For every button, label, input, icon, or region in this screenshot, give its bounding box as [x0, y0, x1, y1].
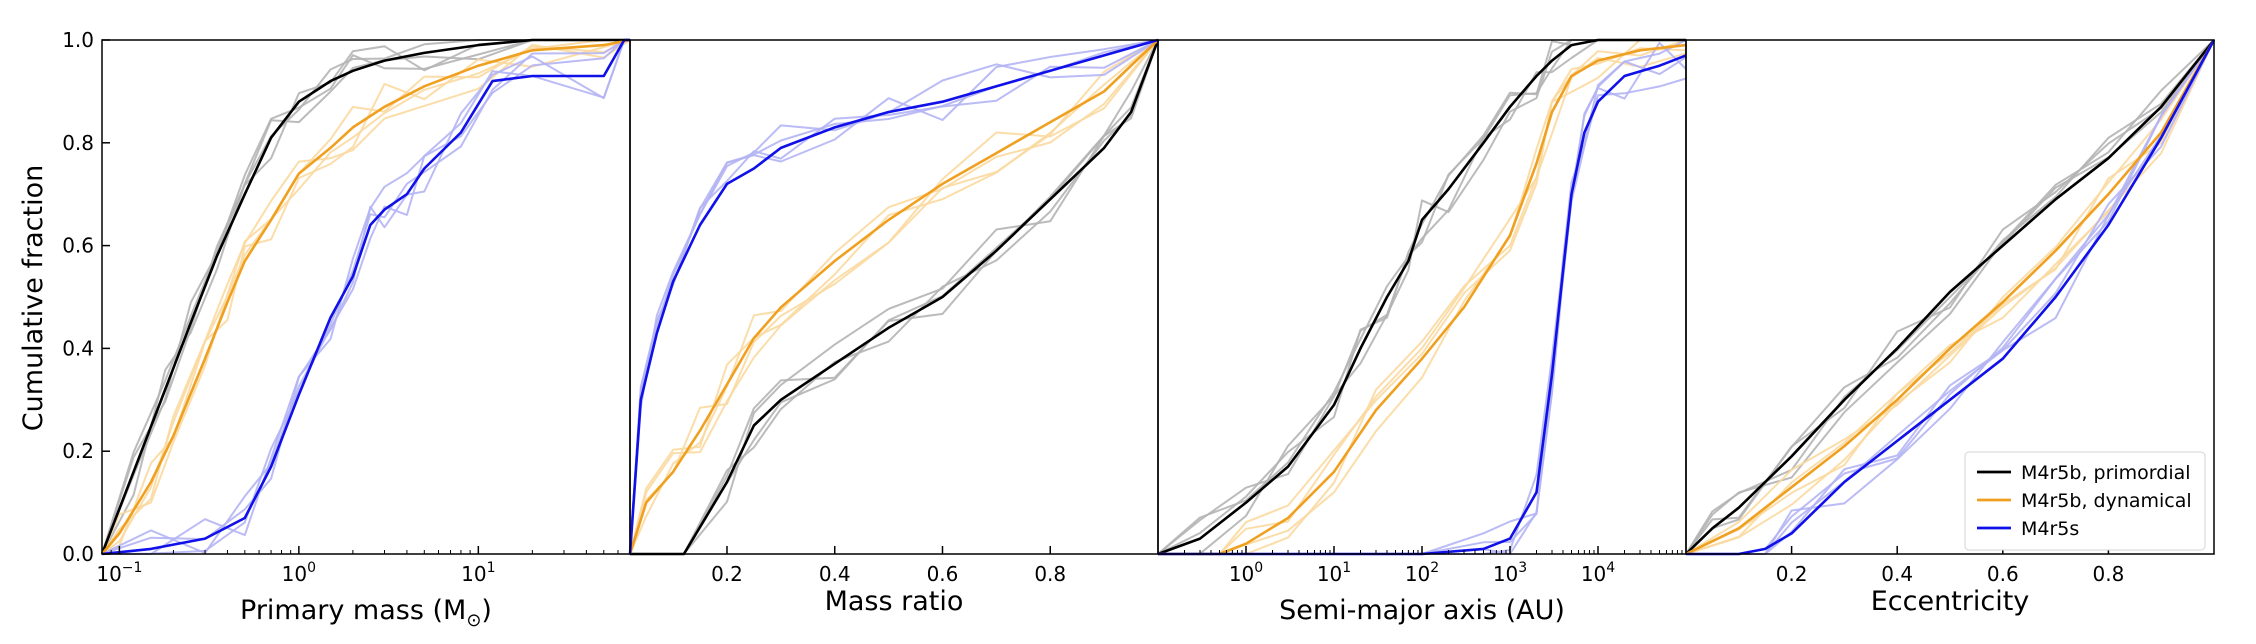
series-dynamical-line — [1158, 43, 1687, 556]
panel-2-ticks: 100 101 102 103 104 — [1183, 546, 1683, 586]
series-primordial-realization-line — [101, 39, 630, 555]
legend-label-primordial: M4r5b, primordial — [2021, 462, 2191, 484]
x-tick-label: 101 — [1317, 560, 1351, 586]
series-primordial-realization-line — [630, 39, 1159, 555]
panel-mass-ratio: 0.2 0.4 0.6 0.8 Mass ratio — [628, 38, 1160, 617]
panel-2-frame — [1157, 39, 1687, 555]
series-m4r5s-line — [628, 38, 1159, 555]
x-tick-label: 10−1 — [96, 560, 142, 586]
panel-eccentricity: 0.2 0.4 0.6 0.8 Eccentricity — [1685, 39, 2216, 617]
series-m4r5s-line — [1686, 39, 2216, 556]
series-m4r5s-realization-line — [1158, 77, 1687, 555]
x-tick-label: 0.6 — [927, 562, 959, 586]
panel-3-ticks: 0.2 0.4 0.6 0.8 — [1776, 546, 2124, 586]
series-primordial-realization-line — [101, 39, 630, 555]
series-m4r5s-realization-line — [1158, 39, 1687, 555]
panel-1-series — [628, 38, 1160, 556]
series-m4r5s-realization-line — [101, 39, 630, 555]
panel-primary-mass: 10−1 100 101 Primary mass (M⊙) — [96, 38, 631, 631]
series-m4r5s-realization-line — [1158, 56, 1687, 555]
series-primordial-realization-line — [101, 39, 630, 555]
x-tick-label: 0.8 — [1034, 562, 1066, 586]
x-tick-label: 0.2 — [1776, 562, 1808, 586]
series-primordial-realization-line — [101, 39, 630, 555]
legend: M4r5b, primordial M4r5b, dynamical M4r5s — [1964, 451, 2206, 551]
panel-0-frame — [101, 39, 631, 555]
series-primordial-line — [1685, 39, 2216, 555]
series-dynamical-realization-line — [1158, 52, 1687, 555]
series-m4r5s-realization-line — [629, 39, 1159, 555]
series-primordial-realization-line — [1685, 39, 2215, 555]
series-dynamical-realization-line — [629, 39, 1159, 555]
x-tick-label: 0.2 — [711, 562, 743, 586]
x-tick-label: 100 — [282, 560, 316, 586]
y-tick-label: 0.0 — [62, 542, 94, 566]
series-dynamical-realization-line — [1158, 39, 1687, 555]
series-m4r5s-realization-line — [629, 39, 1159, 555]
series-primordial-line — [100, 38, 630, 555]
y-tick-label: 0.8 — [62, 131, 94, 155]
series-primordial-realization-line — [1157, 39, 1686, 555]
series-dynamical-realization-line — [1158, 47, 1687, 555]
panel-1-ticks: 0.2 0.4 0.6 0.8 — [711, 546, 1066, 586]
y-tick-label: 1.0 — [62, 28, 94, 52]
legend-box — [1964, 451, 2206, 551]
y-tick-label: 0.6 — [62, 234, 94, 258]
legend-label-m4r5s: M4r5s — [2021, 518, 2079, 540]
panel-2-series — [1157, 38, 1687, 556]
series-dynamical-realization-line — [629, 39, 1159, 555]
series-primordial-realization-line — [1157, 39, 1686, 555]
x-axis-label-mass-ratio: Mass ratio — [825, 586, 964, 617]
x-tick-label: 104 — [1581, 560, 1615, 586]
series-dynamical-realization-line — [1158, 39, 1686, 555]
series-primordial-realization-line — [1157, 39, 1686, 555]
x-tick-label: 103 — [1493, 560, 1527, 586]
series-dynamical-realization-line — [101, 39, 631, 555]
series-dynamical-line — [1685, 39, 2216, 556]
series-dynamical-line — [628, 39, 1159, 555]
y-axis-ticks: 0.0 0.2 0.4 0.6 0.8 1.0 — [62, 28, 110, 566]
panel-0-series — [100, 38, 631, 556]
series-primordial-realization-line — [630, 39, 1159, 555]
panel-3-frame — [1685, 39, 2215, 555]
series-m4r5s-realization-line — [101, 39, 630, 555]
series-m4r5s-realization-line — [101, 39, 630, 555]
panel-semi-major-axis: 100 101 102 103 104 Semi-major axis (AU) — [1157, 38, 1687, 626]
series-primordial-line — [630, 39, 1160, 556]
panel-0-ticks: 10−1 100 101 — [96, 546, 631, 586]
series-dynamical-line — [101, 38, 631, 555]
x-tick-label: 100 — [1229, 560, 1263, 586]
x-tick-label: 0.8 — [2092, 562, 2124, 586]
series-m4r5s-realization-line — [102, 39, 630, 555]
series-m4r5s-realization-line — [629, 39, 1159, 555]
legend-items: M4r5b, primordial M4r5b, dynamical M4r5s — [1977, 462, 2192, 540]
x-axis-label-primary-mass: Primary mass (M⊙) — [240, 595, 492, 631]
series-dynamical-realization-line — [1685, 39, 2215, 555]
x-tick-label: 0.4 — [819, 562, 851, 586]
x-axis-label-eccentricity: Eccentricity — [1871, 586, 2030, 617]
y-tick-label: 0.2 — [62, 439, 94, 463]
x-tick-label: 0.4 — [1881, 562, 1913, 586]
x-tick-label: 102 — [1405, 560, 1439, 586]
series-dynamical-realization-line — [101, 39, 631, 555]
y-tick-label: 0.4 — [62, 336, 94, 360]
legend-label-dynamical: M4r5b, dynamical — [2021, 490, 2192, 512]
series-m4r5s-line — [101, 38, 630, 556]
series-primordial-realization-line — [1157, 39, 1686, 555]
series-dynamical-realization-line — [1685, 39, 2215, 555]
x-axis-label-semi-major-axis: Semi-major axis (AU) — [1279, 595, 1565, 626]
series-primordial-line — [1157, 38, 1686, 556]
series-dynamical-realization-line — [101, 39, 631, 555]
series-dynamical-realization-line — [101, 39, 630, 555]
x-tick-label: 0.6 — [1987, 562, 2019, 586]
series-m4r5s-realization-line — [1158, 41, 1687, 555]
series-dynamical-realization-line — [1685, 39, 2215, 555]
series-m4r5s-line — [1158, 54, 1687, 556]
y-axis-label: Cumulative fraction — [18, 165, 49, 431]
x-tick-label: 101 — [461, 560, 495, 586]
